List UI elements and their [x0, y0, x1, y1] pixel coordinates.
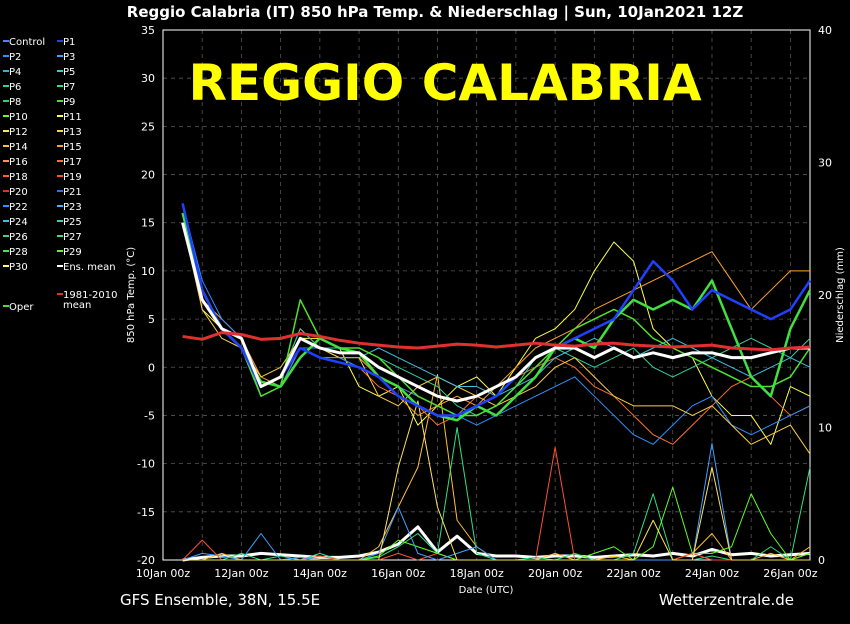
legend-label: P19	[63, 172, 82, 183]
legend-label: P26	[9, 232, 28, 243]
legend-label: P4	[9, 67, 21, 78]
chart-title: Reggio Calabria (IT) 850 hPa Temp. & Nie…	[127, 3, 744, 22]
legend-label: P18	[9, 172, 28, 183]
x-tick-label: 16Jan 00z	[371, 567, 425, 580]
x-axis-label: Date (UTC)	[459, 585, 514, 596]
y-tick-label: 10	[141, 265, 155, 278]
y-tick-label: 20	[141, 169, 155, 182]
overlay-title: REGGIO CALABRIA	[188, 54, 701, 112]
legend-label: P15	[63, 142, 82, 153]
y-tick-label: 35	[141, 24, 155, 37]
legend: Control P1 P2 P3 P4 P5 P6 P7 P8 P9 P10 P11 P12 P13 P14…	[3, 37, 118, 313]
x-tick-label: 12Jan 00z	[214, 567, 268, 580]
footer-left: GFS Ensemble, 38N, 15.5E	[120, 591, 320, 609]
legend-label: P22	[9, 202, 28, 213]
temp-line-oper	[181, 212, 812, 422]
legend-label: P10	[9, 112, 28, 123]
y2-tick-label: 10	[818, 422, 832, 435]
y-tick-label: -20	[137, 554, 155, 567]
x-tick-label: 26Jan 00z	[763, 567, 817, 580]
legend-label: P21	[63, 187, 82, 198]
legend-label: P11	[63, 112, 82, 123]
legend-label: P17	[63, 157, 82, 168]
x-tick-label: 14Jan 00z	[293, 567, 347, 580]
y2-axis-label: Niederschlag (mm)	[835, 247, 846, 343]
legend-label: Oper	[9, 302, 34, 313]
x-tick-label: 24Jan 00z	[685, 567, 739, 580]
legend-label: 1981-2010	[63, 290, 118, 301]
footer-right: Wetterzentrale.de	[659, 591, 794, 609]
legend-label: P8	[9, 97, 21, 108]
temp-line-ens-mean	[181, 222, 810, 403]
legend-label: P27	[63, 232, 82, 243]
temperature-series	[181, 203, 812, 455]
axes: 35 30 25 20 15 10 5 0 -5 -10 -15 -20 40 30 20 10 0 10Jan …	[136, 24, 832, 580]
y-tick-label: 25	[141, 120, 155, 133]
y-tick-label: -15	[137, 506, 155, 519]
y-tick-label: -5	[144, 409, 155, 422]
legend-label: P12	[9, 127, 28, 138]
legend-label: P24	[9, 217, 28, 228]
legend-label: Ens. mean	[63, 262, 116, 273]
legend-label: mean	[63, 300, 91, 311]
legend-label: P23	[63, 202, 82, 213]
x-tick-label: 20Jan 00z	[528, 567, 582, 580]
y-tick-label: 0	[148, 361, 155, 374]
y2-tick-label: 30	[818, 157, 832, 170]
legend-label: P28	[9, 247, 28, 258]
y-tick-label: -10	[137, 458, 155, 471]
legend-label: P6	[9, 82, 21, 93]
y2-tick-label: 0	[818, 554, 825, 567]
y2-tick-label: 20	[818, 289, 832, 302]
legend-label: Control	[9, 37, 45, 48]
legend-label: P1	[63, 37, 75, 48]
legend-label: P13	[63, 127, 82, 138]
legend-label: P16	[9, 157, 28, 168]
precip-line-ens-mean	[182, 525, 811, 562]
y-tick-label: 15	[141, 217, 155, 230]
temp-line-1981-2010-mean	[182, 331, 811, 352]
legend-label: P29	[63, 247, 82, 258]
legend-label: P5	[63, 67, 75, 78]
legend-label: P14	[9, 142, 28, 153]
precipitation-series	[182, 374, 811, 562]
y-axis-label: 850 hPa Temp. (°C)	[126, 247, 137, 343]
y2-tick-label: 40	[818, 24, 832, 37]
x-tick-label: 22Jan 00z	[606, 567, 660, 580]
y-tick-label: 30	[141, 72, 155, 85]
legend-label: P25	[63, 217, 82, 228]
legend-label: P3	[63, 52, 75, 63]
x-tick-label: 18Jan 00z	[450, 567, 504, 580]
x-tick-label: 10Jan 00z	[136, 567, 190, 580]
legend-label: P2	[9, 52, 21, 63]
legend-label: P9	[63, 97, 75, 108]
legend-label: P30	[9, 262, 28, 273]
legend-label: P20	[9, 187, 28, 198]
y-tick-label: 5	[148, 313, 155, 326]
temp-line-p9	[181, 212, 811, 417]
legend-label: P7	[63, 82, 75, 93]
precip-line-p12	[182, 400, 810, 561]
